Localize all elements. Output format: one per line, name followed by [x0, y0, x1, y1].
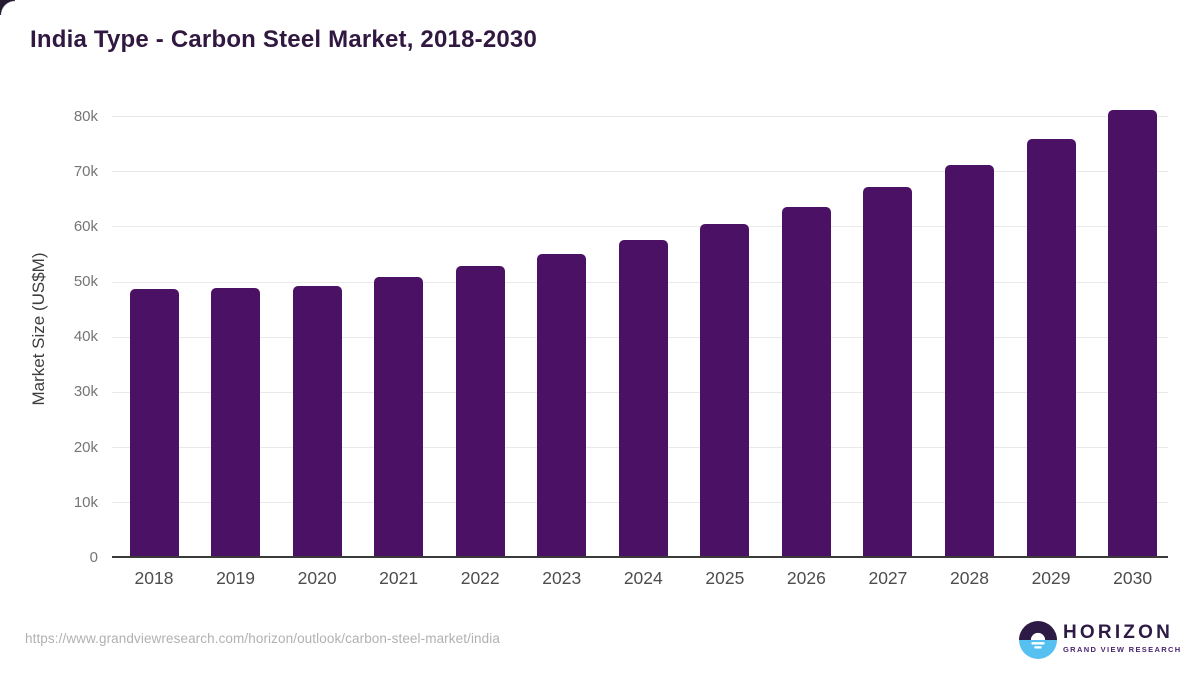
source-url: https://www.grandviewresearch.com/horizo… — [25, 631, 500, 646]
horizon-logo-subtitle: GRAND VIEW RESEARCH — [1063, 645, 1182, 654]
x-tick-2027: 2027 — [868, 568, 908, 588]
plot-area — [112, 100, 1168, 558]
bar-2028 — [945, 164, 994, 556]
y-tick-80k: 80k — [73, 107, 98, 125]
bar-2024 — [618, 240, 668, 556]
x-tick-2030: 2030 — [1113, 568, 1153, 588]
bar-2027 — [863, 187, 913, 556]
chart-title: India Type - Carbon Steel Market, 2018-2… — [30, 26, 538, 53]
y-tick-60k: 60k — [73, 217, 98, 235]
y-tick-30k: 30k — [73, 383, 98, 401]
bar-2029 — [1026, 138, 1076, 556]
bar-2020 — [292, 286, 342, 556]
x-tick-2026: 2026 — [786, 568, 826, 588]
x-tick-2025: 2025 — [705, 568, 745, 588]
x-tick-2020: 2020 — [297, 568, 337, 588]
y-tick-50k: 50k — [73, 273, 98, 291]
horizon-logo-name: HORIZON — [1063, 622, 1174, 643]
gridline-70k — [112, 171, 1168, 173]
y-tick-70k: 70k — [73, 162, 98, 180]
y-axis-tick-labels: 0 10k 20k 30k 40k 50k 60k 70k 80k — [40, 100, 98, 566]
horizon-logo-icon — [1019, 621, 1057, 659]
bar-2019 — [211, 287, 261, 556]
x-tick-2024: 2024 — [623, 568, 663, 588]
window-corner-artifact — [0, 0, 15, 15]
gridline-80k — [112, 116, 1168, 118]
x-tick-2022: 2022 — [460, 568, 500, 588]
horizon-logo-text: HORIZON GRAND VIEW RESEARCH — [1063, 622, 1182, 655]
x-tick-2019: 2019 — [216, 568, 256, 588]
x-tick-2023: 2023 — [542, 568, 582, 588]
bar-2022 — [455, 266, 505, 556]
y-tick-40k: 40k — [73, 328, 98, 346]
gridline-60k — [112, 226, 1168, 228]
bar-2023 — [537, 254, 587, 556]
y-tick-20k: 20k — [73, 438, 98, 456]
x-tick-2029: 2029 — [1031, 568, 1071, 588]
bar-2026 — [781, 207, 831, 556]
x-axis-tick-labels: 2018 2019 2020 2021 2022 2023 2024 2025 2026 2027… — [112, 568, 1168, 592]
bar-2030 — [1108, 109, 1158, 556]
x-tick-2018: 2018 — [134, 568, 174, 588]
y-tick-10k: 10k — [73, 493, 98, 511]
x-tick-2028: 2028 — [950, 568, 989, 588]
bar-2025 — [700, 224, 750, 556]
y-tick-0: 0 — [89, 549, 98, 566]
x-tick-2021: 2021 — [379, 568, 419, 588]
bar-2021 — [374, 276, 424, 556]
bar-2018 — [129, 289, 179, 556]
horizon-logo: HORIZON GRAND VIEW RESEARCH — [1019, 620, 1182, 662]
